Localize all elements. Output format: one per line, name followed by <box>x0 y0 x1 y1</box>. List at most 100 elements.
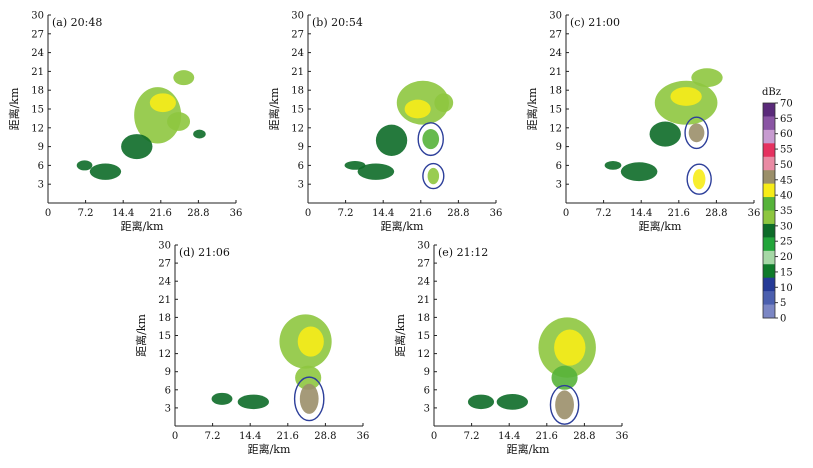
storm-circle <box>293 376 325 422</box>
x-axis-label: 距离/km <box>639 219 682 233</box>
y-tick-label: 3 <box>165 403 171 414</box>
echo-cell <box>404 99 431 119</box>
y-tick-label: 6 <box>298 161 304 172</box>
y-tick-label: 18 <box>31 86 44 97</box>
colorbar-tick-label: 45 <box>780 175 793 186</box>
y-tick-label: 18 <box>549 86 562 97</box>
x-axis-label: 距离/km <box>381 219 424 233</box>
y-axis-label: 距离/km <box>393 314 407 357</box>
echo-cell <box>604 161 622 170</box>
y-tick-label: 3 <box>38 180 44 191</box>
storm-circle <box>684 116 709 150</box>
x-tick-label: 7.2 <box>464 431 480 442</box>
echo-cell <box>649 121 681 147</box>
x-tick-label: 7.2 <box>205 431 221 442</box>
colorbar-tick-label: 5 <box>780 298 786 309</box>
echo-cell <box>467 394 495 410</box>
x-tick-label: 0 <box>305 208 311 219</box>
storm-circle <box>417 122 444 157</box>
y-tick-label: 27 <box>417 259 430 270</box>
colorbar-swatch <box>763 156 775 171</box>
echo-cell <box>620 162 658 182</box>
colorbar-tick-label: 15 <box>780 267 793 278</box>
panel-title: (d) 21:06 <box>179 246 230 259</box>
y-tick-label: 24 <box>549 48 562 59</box>
x-tick-label: 14.4 <box>372 208 394 219</box>
y-tick-label: 30 <box>158 241 171 252</box>
storm-circle <box>686 163 712 195</box>
y-tick-label: 6 <box>424 385 430 396</box>
storm-circle <box>549 384 580 425</box>
y-tick-label: 6 <box>556 161 562 172</box>
colorbar-tick-label: 20 <box>780 252 793 263</box>
colorbar-swatch <box>763 264 775 279</box>
x-tick-label: 14.4 <box>239 431 261 442</box>
echo-cell <box>76 160 93 171</box>
x-tick-label: 7.2 <box>596 208 612 219</box>
colorbar-tick-label: 65 <box>780 114 793 125</box>
colorbar-swatch <box>763 237 775 252</box>
x-tick-label: 28.8 <box>447 208 469 219</box>
colorbar-swatch <box>763 183 775 198</box>
echo-cell <box>297 326 324 357</box>
colorbar-swatch <box>763 250 775 265</box>
echo-cell <box>691 68 723 88</box>
panel-title: (a) 20:48 <box>52 16 102 29</box>
x-tick-label: 28.8 <box>705 208 727 219</box>
x-tick-label: 7.2 <box>78 208 94 219</box>
y-tick-label: 30 <box>291 11 304 22</box>
x-tick-label: 21.6 <box>536 431 558 442</box>
panel-title: (e) 21:12 <box>438 246 488 259</box>
x-tick-label: 36 <box>490 208 503 219</box>
y-tick-label: 21 <box>31 67 44 78</box>
colorbar-tick-label: 10 <box>780 283 793 294</box>
echo-cell <box>167 112 191 131</box>
echo-cell <box>692 169 706 190</box>
y-axis-label: 距离/km <box>267 87 281 130</box>
echo-cell <box>357 163 395 180</box>
y-tick-label: 21 <box>417 295 430 306</box>
echo-cell <box>555 390 574 420</box>
y-tick-label: 9 <box>165 367 171 378</box>
x-tick-label: 14.4 <box>630 208 652 219</box>
colorbar-swatch <box>763 291 775 305</box>
y-tick-label: 27 <box>549 29 562 40</box>
y-tick-label: 3 <box>556 180 562 191</box>
echo-cell <box>344 161 366 170</box>
echo-cell <box>173 70 195 86</box>
echo-cell <box>299 383 319 414</box>
y-tick-label: 18 <box>291 86 304 97</box>
colorbar-tick-label: 0 <box>780 314 786 325</box>
echo-cell <box>496 394 528 410</box>
colorbar-swatch <box>763 223 775 238</box>
y-tick-label: 27 <box>291 29 304 40</box>
panel-title: (c) 21:00 <box>570 16 620 29</box>
y-tick-label: 30 <box>549 11 562 22</box>
x-tick-label: 28.8 <box>314 431 336 442</box>
echo-cell <box>434 93 454 113</box>
y-tick-label: 18 <box>417 313 430 324</box>
x-tick-label: 7.2 <box>338 208 354 219</box>
y-tick-label: 27 <box>158 259 171 270</box>
colorbar-swatch <box>763 129 775 144</box>
y-tick-label: 12 <box>31 123 44 134</box>
x-tick-label: 36 <box>748 208 761 219</box>
x-tick-label: 0 <box>172 431 178 442</box>
x-axis-label: 距离/km <box>507 442 550 456</box>
x-tick-label: 21.6 <box>150 208 172 219</box>
y-tick-label: 9 <box>556 142 562 153</box>
echo-cell <box>121 134 153 160</box>
echo-cell <box>149 93 176 113</box>
colorbar-swatch <box>763 143 775 158</box>
y-tick-label: 30 <box>31 11 44 22</box>
colorbar-tick-label: 60 <box>780 129 793 140</box>
y-tick-label: 21 <box>549 67 562 78</box>
y-tick-label: 24 <box>417 277 430 288</box>
y-tick-label: 12 <box>291 123 304 134</box>
x-axis-label: 距离/km <box>248 442 291 456</box>
y-tick-label: 15 <box>291 105 304 116</box>
echo-cell <box>427 167 440 185</box>
y-tick-label: 12 <box>158 349 171 360</box>
